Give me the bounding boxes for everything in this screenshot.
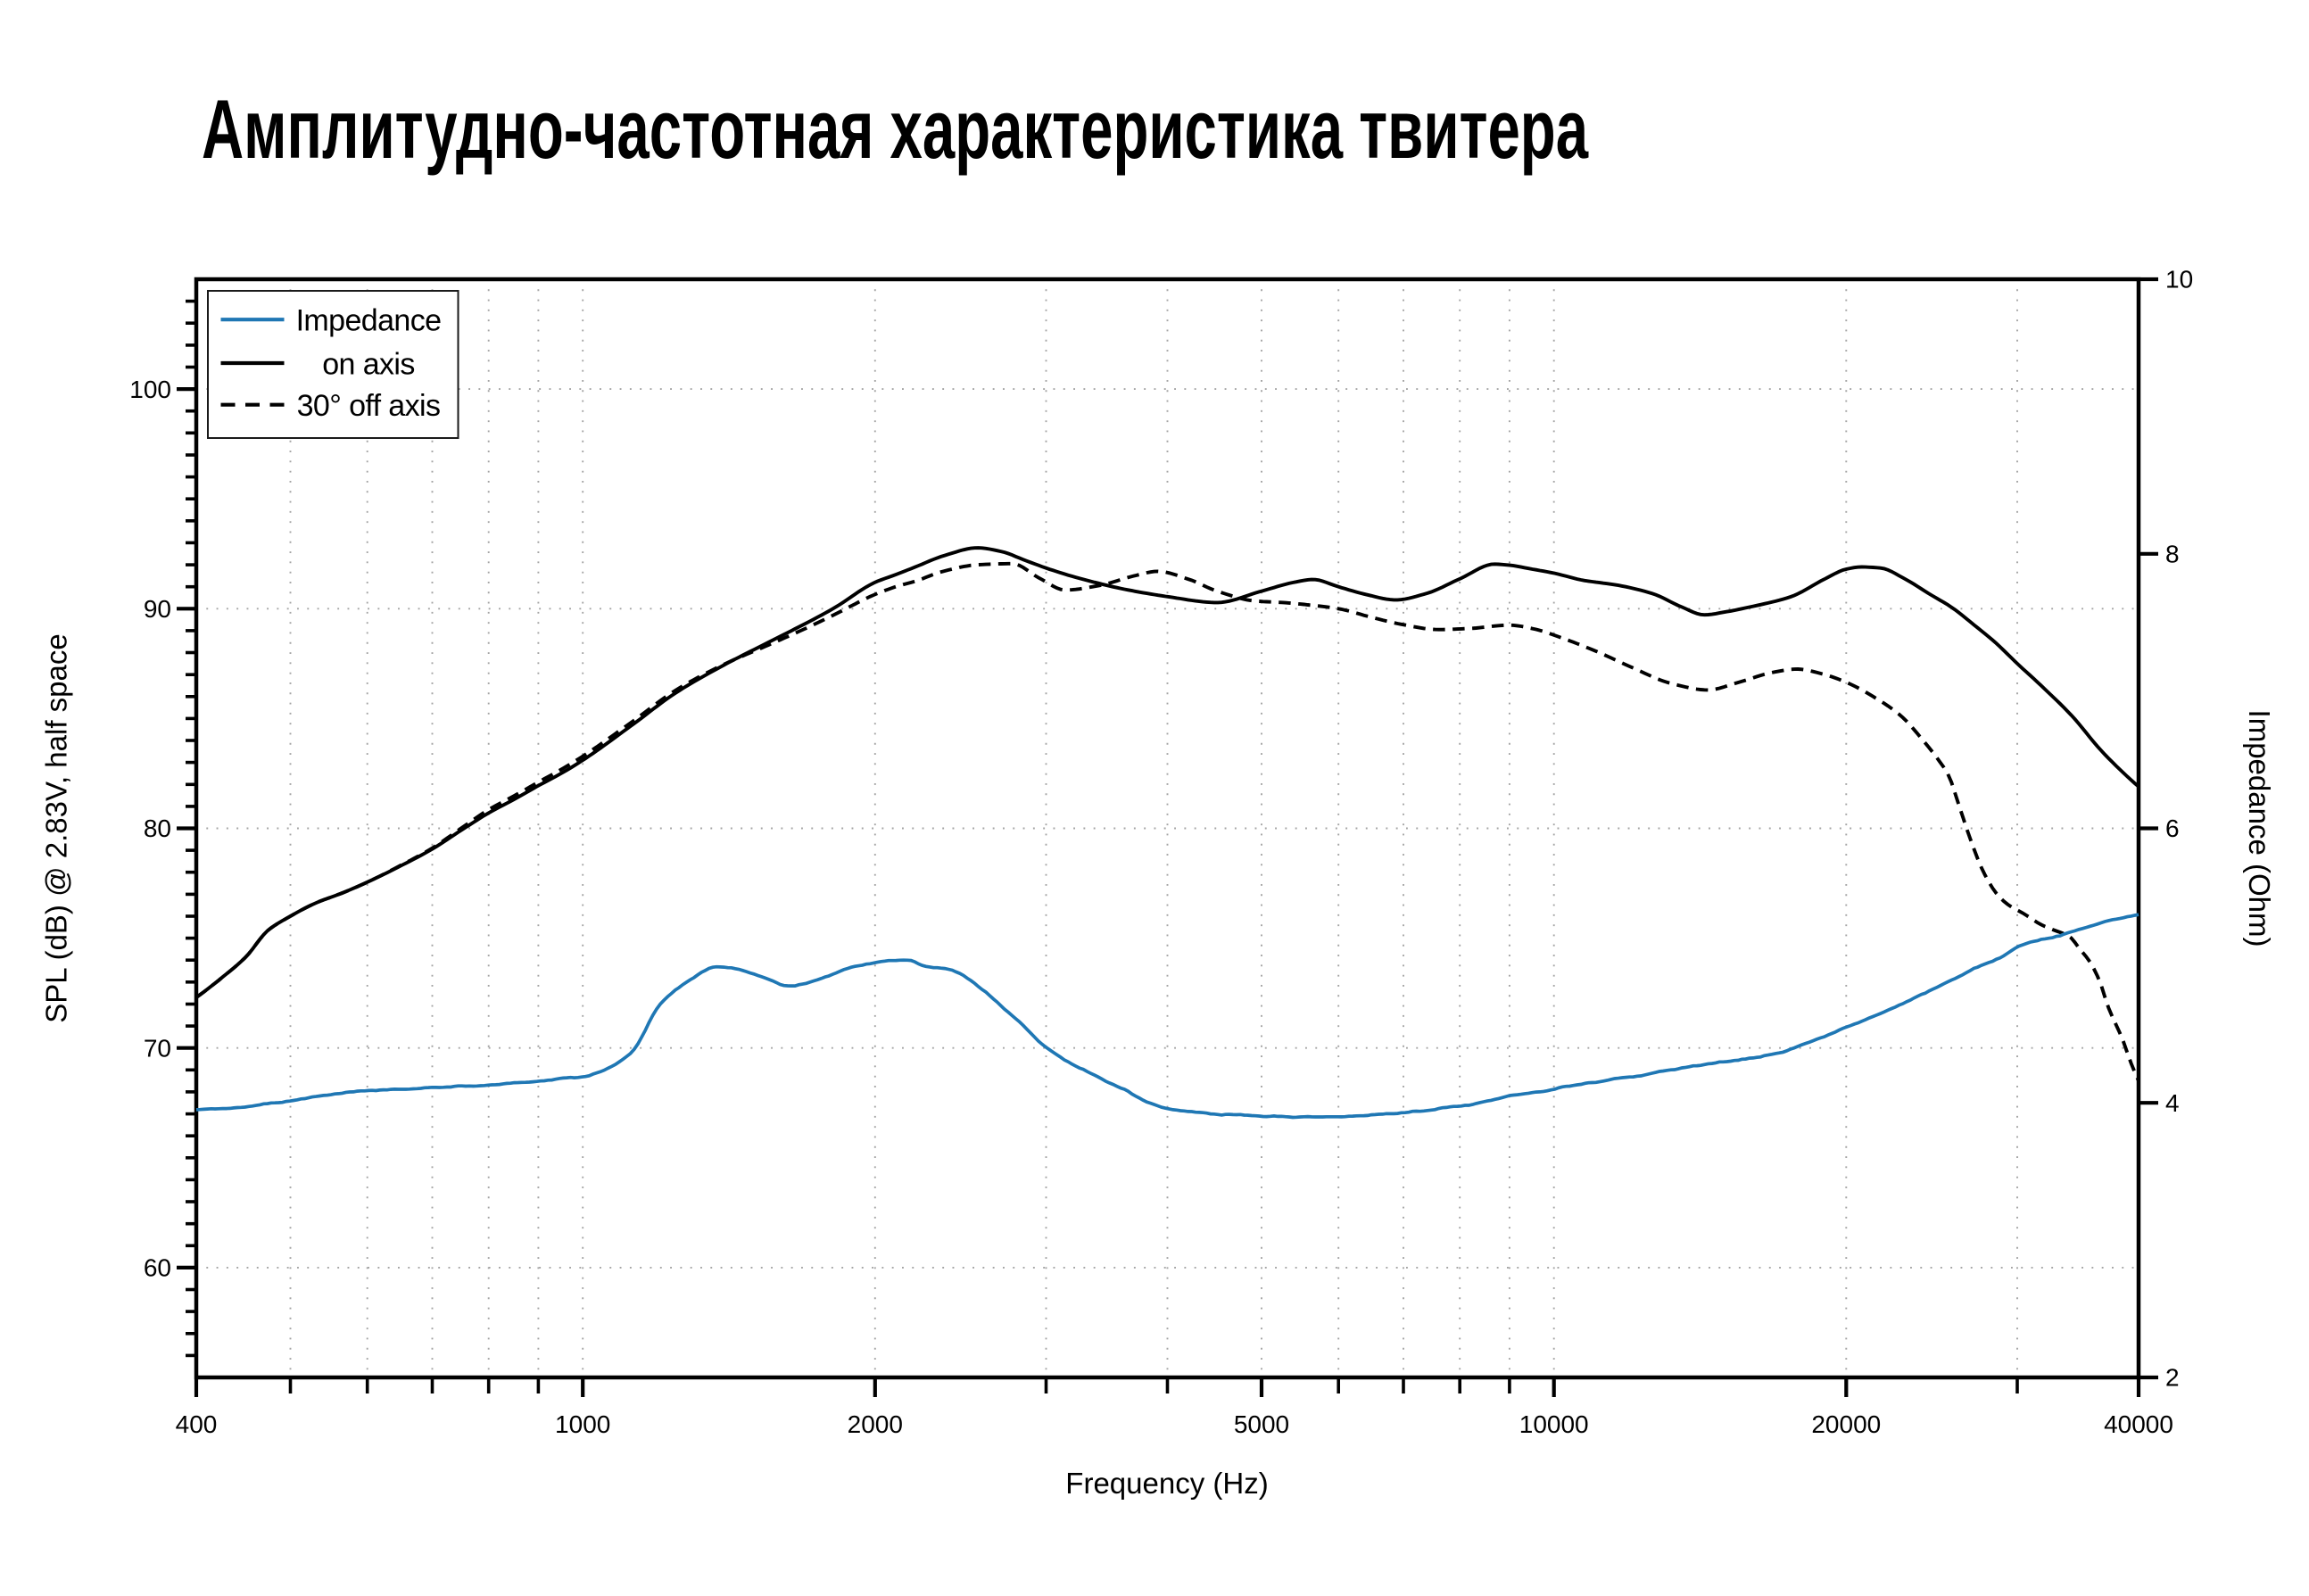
svg-text:90: 90 <box>144 595 171 623</box>
svg-text:2000: 2000 <box>848 1410 903 1438</box>
svg-text:30° off axis: 30° off axis <box>297 389 441 423</box>
svg-text:20000: 20000 <box>1811 1410 1881 1438</box>
svg-text:60: 60 <box>144 1254 171 1282</box>
svg-text:10: 10 <box>2165 266 2193 294</box>
svg-text:SPL (dB) @ 2.83V, half space: SPL (dB) @ 2.83V, half space <box>40 633 73 1022</box>
svg-text:Frequency (Hz): Frequency (Hz) <box>1065 1467 1268 1500</box>
svg-text:8: 8 <box>2165 541 2180 568</box>
svg-text:Impedance: Impedance <box>296 304 442 338</box>
svg-text:Амплитудно-частотная характери: Амплитудно-частотная характеристика твит… <box>202 83 1589 177</box>
svg-text:400: 400 <box>176 1410 218 1438</box>
svg-text:80: 80 <box>144 815 171 842</box>
svg-text:6: 6 <box>2165 815 2180 842</box>
svg-text:1000: 1000 <box>555 1410 610 1438</box>
svg-text:on axis: on axis <box>322 347 415 381</box>
svg-text:70: 70 <box>144 1034 171 1062</box>
svg-text:2: 2 <box>2165 1364 2180 1392</box>
svg-text:40000: 40000 <box>2104 1410 2173 1438</box>
svg-text:4: 4 <box>2165 1089 2180 1117</box>
svg-text:Impedance (Ohm): Impedance (Ohm) <box>2243 710 2276 947</box>
svg-text:10000: 10000 <box>1519 1410 1589 1438</box>
svg-text:5000: 5000 <box>1234 1410 1289 1438</box>
svg-text:100: 100 <box>129 376 171 403</box>
